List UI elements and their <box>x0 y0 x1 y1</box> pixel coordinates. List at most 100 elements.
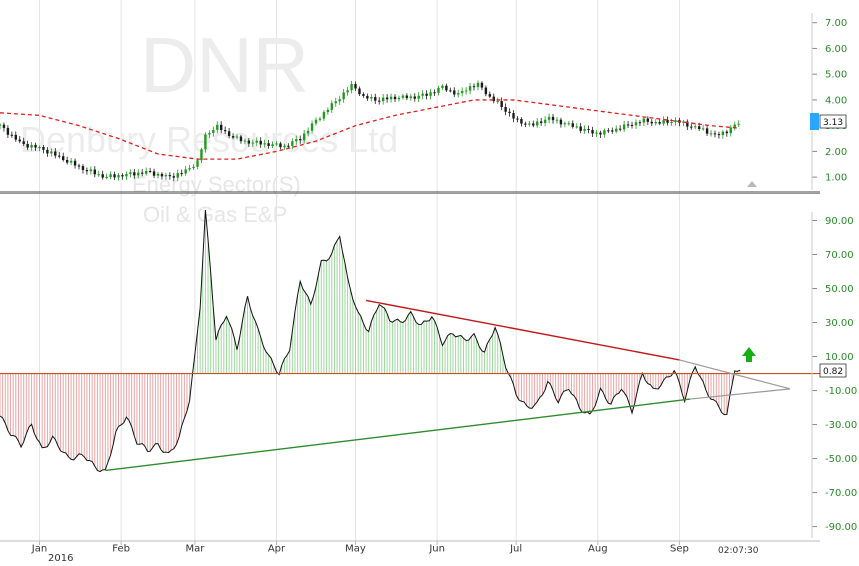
projection-lower-line <box>689 388 791 400</box>
candle-body <box>125 173 128 177</box>
osc-tick-label: 70.00 <box>825 250 854 261</box>
up-arrow-icon <box>742 347 756 362</box>
last-value-marker: 0.82 <box>819 363 847 378</box>
candle-body <box>536 121 539 126</box>
candle-body <box>690 126 693 128</box>
candle-body <box>563 123 567 125</box>
candle-body <box>200 149 203 161</box>
candle-body <box>508 111 511 114</box>
candle-body <box>117 175 120 178</box>
candle-body <box>164 175 168 177</box>
candle-body <box>216 124 219 130</box>
candle-body <box>283 145 286 148</box>
candle-body <box>148 171 152 173</box>
candle-body <box>279 143 282 148</box>
candle-body <box>77 165 81 167</box>
x-tick-label: Feb <box>112 544 130 555</box>
candle-body <box>172 176 176 178</box>
candle-body <box>263 143 266 145</box>
candle-body <box>362 94 365 96</box>
candle-body <box>251 142 255 144</box>
candle-body <box>622 124 626 130</box>
candle-body <box>524 123 527 125</box>
candle-body <box>129 172 132 174</box>
candle-body <box>69 160 73 163</box>
watermark-ticker: DNR <box>140 21 309 109</box>
candle-body <box>618 128 622 130</box>
osc-tick-label: 30.00 <box>825 318 854 329</box>
price-tick-label: 7.00 <box>825 18 847 29</box>
candle-body <box>389 96 393 100</box>
candle-body <box>235 136 239 138</box>
candle-body <box>484 87 488 95</box>
candle-body <box>85 170 89 172</box>
candle-body <box>141 172 144 174</box>
candle-body <box>50 151 53 154</box>
candle-body <box>184 169 187 174</box>
candle-body <box>105 177 108 179</box>
candle-body <box>437 87 440 93</box>
candle-body <box>595 132 598 134</box>
candle-body <box>555 119 559 121</box>
x-tick-label: Jan <box>31 544 47 555</box>
candle-body <box>144 171 148 174</box>
x-axis: Jan Feb Mar Apr May Jun Jul Aug Sep <box>31 541 689 555</box>
candle-body <box>591 129 594 134</box>
candle-body <box>38 147 41 149</box>
candle-body <box>642 118 646 123</box>
osc-tick-label: 50.00 <box>825 284 854 295</box>
candle-body <box>180 173 183 175</box>
candle-body <box>188 168 191 170</box>
candle-body <box>231 136 235 138</box>
candle-body <box>243 140 247 142</box>
candle-body <box>314 119 318 124</box>
watermark-industry: Oil & Gas E&P <box>143 202 287 227</box>
candle-body <box>26 143 29 148</box>
candle-body <box>705 128 709 134</box>
last-value-box <box>819 363 847 378</box>
candle-body <box>275 143 278 145</box>
candle-body <box>717 134 721 136</box>
candle-body <box>101 174 104 178</box>
candle-body <box>429 92 432 96</box>
candle-body <box>701 128 705 130</box>
candle-body <box>133 172 136 176</box>
x-tick-label: Apr <box>268 544 286 555</box>
candle-body <box>453 90 456 95</box>
candle-body <box>326 109 330 113</box>
candle-body <box>721 131 725 136</box>
candle-body <box>350 83 353 91</box>
candle-body <box>271 144 274 146</box>
candle-body <box>539 121 543 124</box>
candle-body <box>421 93 424 96</box>
candle-body <box>358 88 361 95</box>
candle-body <box>168 175 172 177</box>
candle-body <box>709 133 713 135</box>
candle-body <box>196 160 199 167</box>
candle-body <box>156 173 160 176</box>
osc-tick-label: 10.00 <box>825 352 854 363</box>
candle-body <box>682 121 685 123</box>
candle-body <box>654 122 657 124</box>
candle-body <box>713 133 717 135</box>
candle-body <box>575 126 578 128</box>
candle-body <box>737 123 740 125</box>
candle-body <box>267 143 270 146</box>
candle-body <box>113 174 116 178</box>
candle-body <box>543 119 547 124</box>
watermark-company: Denbury Resources Ltd <box>20 119 398 160</box>
candle-body <box>457 93 460 95</box>
candle-body <box>42 147 45 150</box>
candle-body <box>468 86 472 91</box>
candle-body <box>291 141 294 146</box>
candle-body <box>425 93 428 96</box>
candle-body <box>330 103 334 110</box>
candle-body <box>500 101 503 108</box>
candle-body <box>460 91 464 94</box>
last-price-box <box>819 114 847 129</box>
osc-tick-label: -70.00 <box>825 488 857 499</box>
last-value-text: 0.82 <box>823 367 843 377</box>
scroll-up-icon[interactable] <box>747 181 757 187</box>
price-tick-label: 4.00 <box>825 95 847 106</box>
last-price-value: 3.13 <box>823 118 843 128</box>
